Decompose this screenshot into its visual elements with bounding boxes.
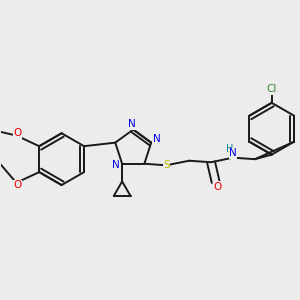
Text: S: S xyxy=(163,160,169,170)
Text: O: O xyxy=(13,128,21,138)
Text: N: N xyxy=(128,119,136,129)
Text: N: N xyxy=(153,134,160,144)
Text: O: O xyxy=(13,180,21,190)
Text: O: O xyxy=(213,182,221,192)
Text: N: N xyxy=(229,148,237,158)
Text: Cl: Cl xyxy=(266,84,277,94)
Text: H: H xyxy=(226,144,233,154)
Text: N: N xyxy=(112,160,120,170)
